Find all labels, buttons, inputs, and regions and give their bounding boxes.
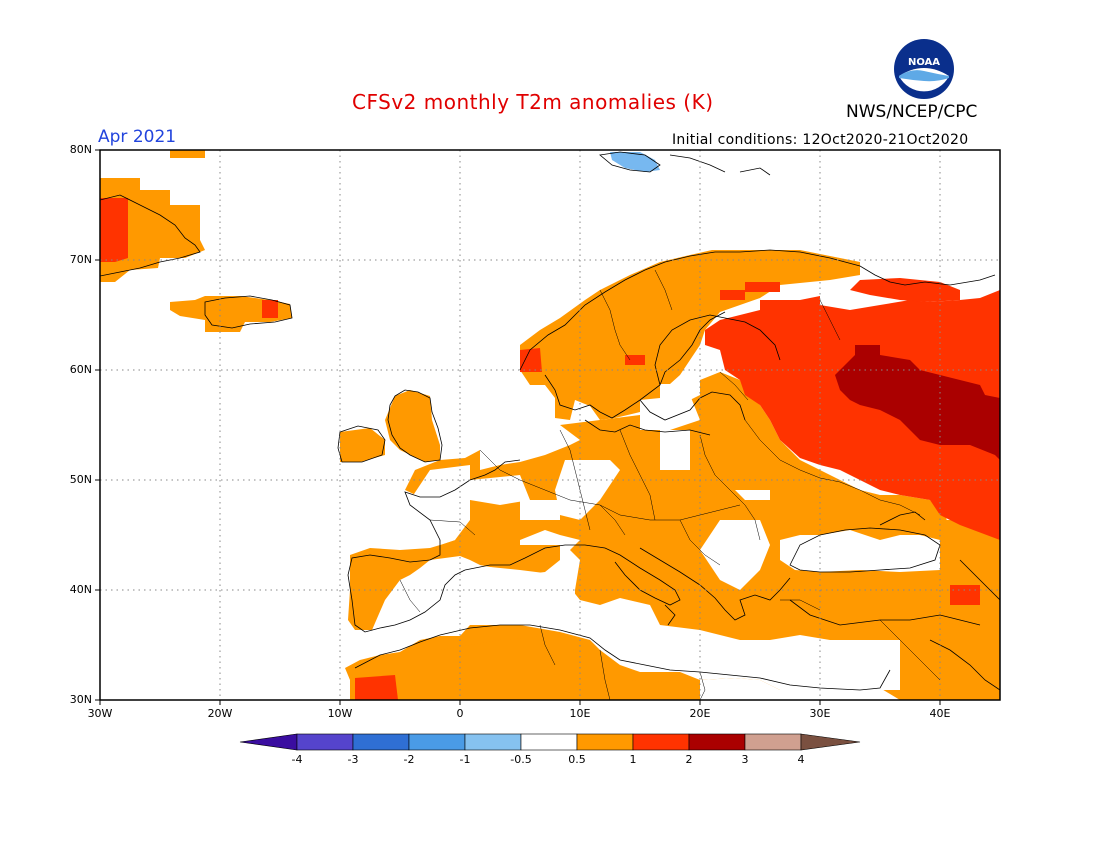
lon-label-10e: 10E xyxy=(569,707,591,720)
lat-label-30n: 30N xyxy=(69,693,92,706)
map-title: CFSv2 monthly T2m anomalies (K) xyxy=(352,90,714,114)
lon-label-40e: 40E xyxy=(929,707,951,720)
colorbar-left-arrow xyxy=(239,733,298,751)
lat-label-70n: 70N xyxy=(69,253,92,266)
lon-label-0: 0 xyxy=(456,707,464,720)
colorbar-right-arrow xyxy=(800,733,861,751)
lon-label-10w: 10W xyxy=(327,707,353,720)
colorbar xyxy=(239,733,861,751)
colorbar-label: -2 xyxy=(403,753,415,766)
map-graticule xyxy=(100,150,1000,700)
map-frame xyxy=(99,149,1001,701)
initial-conditions: Initial conditions: 12Oct2020-21Oct2020 xyxy=(672,132,969,148)
colorbar-label: 1 xyxy=(629,753,637,766)
colorbar-label: -1 xyxy=(459,753,471,766)
colorbar-label: 4 xyxy=(797,753,805,766)
lat-label-50n: 50N xyxy=(69,473,92,486)
colorbar-label: 2 xyxy=(685,753,693,766)
noaa-logo: NOAA xyxy=(894,39,954,99)
anomaly-fill xyxy=(100,150,1000,700)
lon-label-20e: 20E xyxy=(689,707,711,720)
lat-label-60n: 60N xyxy=(69,363,92,376)
agency-label: NWS/NCEP/CPC xyxy=(846,102,978,122)
colorbar-label: -3 xyxy=(347,753,359,766)
colorbar-label: -4 xyxy=(291,753,303,766)
lat-label-80n: 80N xyxy=(69,143,92,156)
colorbar-label: 3 xyxy=(741,753,749,766)
lon-label-20w: 20W xyxy=(207,707,233,720)
lon-label-30w: 30W xyxy=(87,707,113,720)
colorbar-label: -0.5 xyxy=(510,753,532,766)
colorbar-label: 0.5 xyxy=(568,753,586,766)
svg-text:NOAA: NOAA xyxy=(908,57,940,68)
lon-label-30e: 30E xyxy=(809,707,831,720)
forecast-month: Apr 2021 xyxy=(98,127,177,147)
lat-label-40n: 40N xyxy=(69,583,92,596)
